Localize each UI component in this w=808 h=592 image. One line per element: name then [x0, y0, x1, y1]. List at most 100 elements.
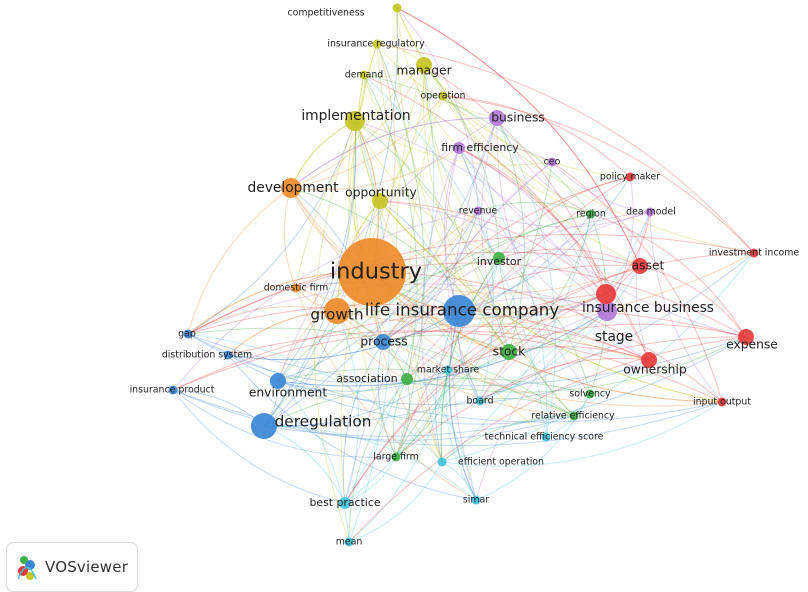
link-edge: [442, 95, 631, 178]
label-input-output[interactable]: input output: [693, 397, 751, 408]
label-market-share[interactable]: market share: [417, 365, 479, 376]
node-insurance-business[interactable]: [596, 284, 616, 304]
label-implementation[interactable]: implementation: [301, 108, 410, 124]
label-solvency[interactable]: solvency: [569, 389, 611, 400]
label-mean[interactable]: mean: [336, 537, 363, 548]
label-investment-income[interactable]: investment income: [709, 248, 799, 259]
node-life-insurance-company[interactable]: [443, 295, 475, 327]
node-investor[interactable]: [493, 252, 505, 264]
node-domestic-firm[interactable]: [291, 283, 301, 293]
label-firm-efficiency[interactable]: firm efficiency: [441, 141, 519, 154]
link-edge: [172, 210, 479, 391]
node-insurance-product[interactable]: [168, 385, 178, 395]
label-dea-model[interactable]: dea model: [626, 207, 676, 218]
node-stage[interactable]: [597, 301, 617, 321]
node-solvency[interactable]: [585, 389, 595, 399]
label-asset[interactable]: asset: [632, 259, 665, 273]
node-expense[interactable]: [738, 329, 754, 345]
node-investment-income[interactable]: [749, 248, 759, 258]
label-association[interactable]: association: [336, 372, 397, 385]
label-business[interactable]: business: [491, 111, 545, 125]
label-investor[interactable]: investor: [477, 255, 522, 268]
label-stock[interactable]: stock: [493, 345, 527, 359]
node-process[interactable]: [375, 334, 391, 350]
label-large-firm[interactable]: large firm: [373, 452, 418, 463]
label-revenue[interactable]: revenue: [459, 206, 498, 217]
node-operation[interactable]: [438, 91, 448, 101]
node-firm-efficiency[interactable]: [453, 142, 465, 154]
label-growth[interactable]: growth: [310, 306, 363, 324]
label-deregulation[interactable]: deregulation: [275, 413, 372, 431]
node-large-firm[interactable]: [391, 452, 401, 462]
node-competitiveness[interactable]: [392, 3, 402, 13]
node-board[interactable]: [475, 396, 485, 406]
label-domestic-firm[interactable]: domestic firm: [264, 283, 329, 294]
node-efficient-operation[interactable]: [437, 457, 447, 467]
node-ownership[interactable]: [641, 352, 657, 368]
link-edge: [551, 161, 651, 213]
link-edge: [290, 64, 425, 189]
link-edge: [263, 252, 755, 427]
node-distribution-system[interactable]: [223, 350, 233, 360]
node-deregulation[interactable]: [251, 413, 277, 439]
label-operation[interactable]: operation: [420, 91, 465, 102]
node-association[interactable]: [401, 373, 413, 385]
node-stock[interactable]: [501, 344, 517, 360]
node-growth[interactable]: [324, 298, 350, 324]
label-competitiveness[interactable]: competitiveness: [287, 8, 364, 19]
label-development[interactable]: development: [247, 180, 339, 196]
label-stage[interactable]: stage: [595, 329, 633, 345]
node-opportunity[interactable]: [372, 193, 388, 209]
label-ownership[interactable]: ownership: [623, 363, 687, 377]
label-technical-efficiency-score[interactable]: technical efficiency score: [485, 432, 604, 443]
label-manager[interactable]: manager: [396, 64, 452, 78]
node-best-practice[interactable]: [339, 497, 351, 509]
label-relative-efficiency[interactable]: relative efficiency: [531, 411, 615, 422]
label-insurance-business[interactable]: insurance business: [582, 300, 714, 316]
label-policy-maker[interactable]: policy maker: [600, 172, 660, 183]
label-simar[interactable]: simar: [463, 495, 489, 506]
vosviewer-logo-badge[interactable]: VOSviewer: [6, 542, 138, 592]
label-environment[interactable]: environment: [249, 386, 327, 400]
label-ceo[interactable]: ceo: [544, 157, 561, 168]
node-input-output[interactable]: [717, 397, 727, 407]
node-asset[interactable]: [632, 258, 648, 274]
label-efficient-operation[interactable]: efficient operation: [458, 457, 544, 468]
label-expense[interactable]: expense: [726, 338, 778, 352]
node-industry[interactable]: [338, 238, 406, 306]
link-edge: [382, 264, 641, 343]
node-relative-efficiency[interactable]: [569, 411, 579, 421]
label-insurance-regulatory[interactable]: insurance regulatory: [327, 39, 425, 50]
node-dea-model[interactable]: [645, 207, 655, 217]
node-policy-maker[interactable]: [625, 172, 635, 182]
node-business[interactable]: [489, 110, 505, 126]
link-edge: [406, 211, 651, 380]
label-opportunity[interactable]: opportunity: [345, 186, 417, 200]
label-gap[interactable]: gap: [178, 329, 196, 340]
label-life-insurance-company[interactable]: life insurance company: [365, 300, 560, 320]
node-implementation[interactable]: [345, 111, 365, 131]
label-region[interactable]: region: [576, 209, 606, 220]
node-simar[interactable]: [471, 495, 481, 505]
node-insurance-regulatory[interactable]: [372, 39, 382, 49]
label-process[interactable]: process: [360, 335, 407, 349]
node-market-share[interactable]: [443, 365, 453, 375]
node-ceo[interactable]: [547, 157, 557, 167]
node-demand[interactable]: [359, 70, 369, 80]
label-industry[interactable]: industry: [330, 259, 422, 285]
node-development[interactable]: [281, 178, 301, 198]
node-mean[interactable]: [344, 537, 354, 547]
node-technical-efficiency-score[interactable]: [541, 432, 551, 442]
node-revenue[interactable]: [473, 206, 483, 216]
node-manager[interactable]: [416, 57, 432, 73]
label-best-practice[interactable]: best practice: [309, 496, 380, 509]
node-environment[interactable]: [270, 373, 286, 389]
label-distribution-system[interactable]: distribution system: [162, 350, 252, 361]
node-gap[interactable]: [183, 329, 193, 339]
node-region[interactable]: [586, 209, 596, 219]
label-demand[interactable]: demand: [345, 70, 384, 81]
label-board[interactable]: board: [466, 396, 493, 407]
link-edge: [508, 213, 592, 353]
link-edge: [172, 330, 650, 391]
label-insurance-product[interactable]: insurance product: [130, 385, 215, 396]
